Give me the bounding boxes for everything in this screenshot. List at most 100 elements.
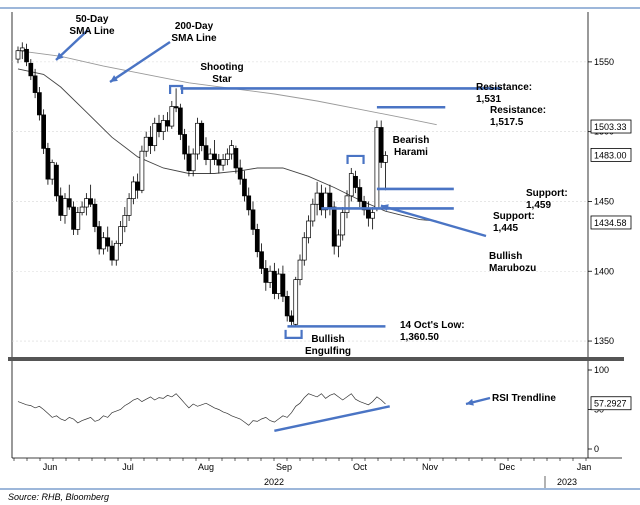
candle — [361, 195, 367, 216]
candle — [216, 154, 222, 174]
candle — [178, 103, 183, 141]
candle — [88, 184, 93, 208]
marubozu-arrow — [380, 204, 487, 238]
candle — [186, 145, 192, 177]
candle — [357, 179, 363, 208]
candle-body-down — [109, 245, 115, 261]
candle-body-down — [58, 195, 64, 216]
month-label: Aug — [198, 462, 214, 472]
candle-body-up — [225, 153, 230, 160]
price-tick-label: 1350 — [594, 336, 614, 346]
annotation-text: Marubozu — [489, 263, 536, 274]
candle — [207, 148, 213, 174]
annotation-text: Bearish — [393, 135, 430, 146]
annotation-support-1: Support:1,459 — [526, 188, 568, 211]
candle — [263, 260, 269, 291]
candle — [310, 198, 316, 227]
candle-body-down — [263, 268, 269, 283]
candle-body-down — [182, 134, 187, 155]
candle-body-down — [28, 62, 34, 77]
candle — [370, 207, 375, 230]
price-tag-box — [590, 147, 632, 162]
candle — [272, 262, 277, 300]
candle-body-up — [276, 273, 281, 294]
date-x-axis: Jun Jul Aug Sep Oct Nov Dec Jan 2022 2023 — [13, 458, 591, 488]
candle-body-up — [310, 203, 316, 222]
candle — [54, 162, 59, 202]
candle-body-up — [314, 192, 320, 205]
candle-body-down — [259, 251, 264, 269]
candle-body-down — [357, 187, 363, 202]
annotation-text: Resistance: — [490, 105, 546, 116]
candle-body-up — [383, 155, 388, 163]
candle — [225, 148, 230, 166]
annotation-resistance-2: Resistance:1,517.5 — [490, 105, 546, 128]
candle — [327, 184, 333, 216]
price-tag-label: 1503.33 — [594, 122, 627, 132]
candle — [101, 232, 106, 255]
candle-body-down — [361, 201, 367, 211]
candle-body-down — [280, 273, 286, 297]
candle-body-up — [169, 106, 175, 127]
candle — [165, 112, 170, 132]
candle — [267, 265, 273, 288]
arrow-shaft — [55, 29, 89, 61]
candle — [19, 42, 25, 60]
chart-frame — [0, 7, 640, 490]
candle-body-up — [340, 212, 346, 236]
annotation-text: Support: — [493, 211, 535, 222]
candle-body-down — [254, 229, 260, 253]
candle-body-down — [233, 148, 239, 169]
candle-body-up — [306, 220, 311, 239]
candle-body-up — [229, 145, 234, 155]
candle-body-up — [49, 162, 55, 180]
candle-body-up — [122, 215, 128, 227]
candle — [66, 184, 72, 210]
sma-50-line — [17, 68, 437, 222]
candle — [306, 215, 311, 244]
candle-body-down — [216, 159, 222, 166]
rsi-tag-label: 57.2927 — [594, 399, 627, 409]
arrow-shaft — [109, 41, 171, 83]
candle-body-down — [237, 167, 243, 180]
candle — [254, 223, 260, 258]
month-label: Dec — [499, 462, 516, 472]
annotation-text: Bullish — [311, 334, 344, 345]
price-tag-box — [590, 119, 632, 134]
price-tick-label: 1550 — [594, 57, 614, 67]
year-label: 2022 — [264, 477, 284, 487]
candlesticks — [15, 42, 388, 328]
sma200-arrow — [109, 41, 171, 83]
candle — [366, 201, 371, 227]
candle-body-up — [207, 153, 213, 160]
annotation-text: 50-Day — [76, 14, 109, 25]
annotation-text: 200-Day — [175, 21, 214, 32]
candle-body-down — [41, 114, 46, 149]
annotation-text: SMA Line — [69, 26, 115, 37]
candle — [344, 190, 350, 219]
candle — [148, 126, 153, 154]
candle-body-up — [126, 198, 132, 216]
candle-body-up — [293, 279, 299, 325]
candle — [109, 240, 115, 266]
shooting-star-bracket — [168, 84, 184, 94]
candle-body-down — [327, 192, 333, 208]
price-tag-box — [590, 215, 632, 230]
candle — [336, 229, 341, 258]
annotation-text: Star — [212, 74, 232, 85]
candle — [319, 184, 324, 216]
arrow-shaft — [380, 204, 487, 238]
candle-body-down — [54, 164, 59, 197]
price-tick-label: 1400 — [594, 266, 614, 276]
candle — [58, 187, 64, 221]
annotation-text: SMA Line — [171, 33, 217, 44]
candle — [229, 140, 234, 160]
candle — [383, 151, 388, 191]
candle-body-down — [66, 198, 72, 208]
